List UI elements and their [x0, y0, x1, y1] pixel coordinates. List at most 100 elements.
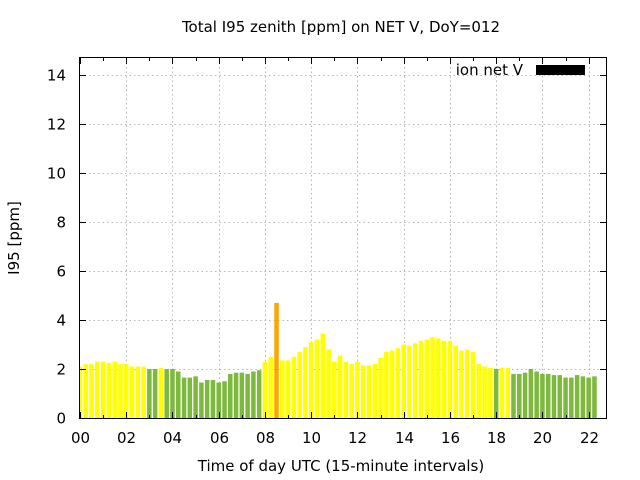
bars: [80, 302, 597, 418]
y-tick-label: 8: [56, 214, 66, 232]
bar: [551, 375, 557, 418]
bar: [447, 340, 453, 418]
bar: [372, 364, 378, 418]
bar: [493, 369, 499, 418]
bar: [343, 361, 349, 418]
y-tick-label: 6: [56, 263, 66, 281]
bar: [395, 348, 401, 418]
bar: [470, 351, 476, 418]
bar: [337, 355, 343, 418]
bar: [210, 380, 216, 418]
bar: [164, 369, 169, 418]
x-tick-label: 16: [441, 429, 460, 447]
bar: [158, 367, 164, 418]
bar: [308, 342, 314, 418]
bar: [569, 377, 574, 418]
x-tick-label: 12: [348, 429, 367, 447]
bar: [505, 367, 510, 418]
bar: [360, 365, 366, 418]
bar: [366, 365, 372, 418]
grid: [80, 58, 606, 418]
bar: [100, 361, 106, 418]
bar: [285, 360, 291, 418]
bar: [488, 367, 493, 418]
bar: [528, 369, 534, 418]
bar: [534, 371, 539, 418]
bar: [251, 371, 256, 418]
bar: [574, 375, 580, 418]
bar: [332, 361, 337, 418]
bar: [147, 369, 152, 418]
legend: ion net V: [456, 61, 585, 79]
bar: [204, 380, 210, 418]
bar: [384, 351, 389, 418]
bar: [181, 377, 187, 418]
bar: [522, 372, 528, 418]
bar: [262, 361, 268, 418]
bar: [326, 349, 331, 418]
bar: [418, 340, 424, 418]
bar: [557, 375, 563, 418]
x-tick-label: 04: [163, 429, 182, 447]
bar: [89, 364, 94, 418]
y-tick-labels: 0 2 4 6 8 10 12 14: [47, 67, 66, 428]
x-tick-label: 08: [256, 429, 275, 447]
bar: [239, 372, 245, 418]
bar: [563, 377, 568, 418]
bar: [280, 360, 285, 418]
bar: [222, 381, 227, 418]
bar: [216, 382, 221, 418]
y-tick-label: 12: [47, 116, 66, 134]
bar: [135, 366, 141, 418]
bar: [314, 339, 320, 418]
bar: [297, 351, 302, 418]
bar: [441, 340, 447, 418]
bar: [436, 338, 441, 418]
bar: [303, 346, 308, 418]
bar: [517, 373, 522, 418]
bar: [592, 376, 597, 418]
bar: [193, 376, 198, 418]
bar: [586, 377, 591, 418]
bar: [123, 364, 129, 418]
bar: [378, 358, 383, 418]
x-tick-labels: 00 02 04 06 08 10 12 14 16 18 20 22: [71, 429, 599, 447]
plot-frame: [79, 57, 607, 419]
y-tick-label: 2: [56, 361, 66, 379]
x-tick-label: 22: [580, 429, 599, 447]
bar: [465, 349, 470, 418]
x-tick-label: 10: [302, 429, 321, 447]
bar: [482, 366, 487, 418]
y-tick-label: 14: [47, 67, 66, 85]
bar: [245, 373, 250, 418]
bar: [199, 382, 204, 418]
y-tick-label: 0: [56, 410, 66, 428]
chart-title: Total I95 zenith [ppm] on NET V, DoY=012: [181, 18, 500, 36]
bar: [106, 362, 112, 418]
bar: [407, 345, 412, 418]
bar: [349, 364, 354, 418]
bar: [291, 356, 297, 418]
bar: [540, 373, 545, 418]
bar: [274, 302, 279, 418]
y-tick-label: 10: [47, 165, 66, 183]
legend-swatch: [536, 65, 585, 75]
bar: [424, 339, 430, 418]
bar: [187, 377, 193, 418]
bar: [141, 366, 146, 418]
bar: [459, 350, 464, 418]
bar: [118, 364, 123, 418]
bar: [401, 344, 406, 418]
bar: [112, 361, 117, 418]
x-axis-label: Time of day UTC (15-minute intervals): [197, 457, 484, 475]
bar: [320, 333, 326, 418]
x-tick-label: 02: [117, 429, 136, 447]
bar: [228, 373, 233, 418]
legend-label: ion net V: [456, 61, 524, 79]
x-tick-label: 20: [533, 429, 552, 447]
bar: [83, 364, 89, 418]
bar: [499, 367, 505, 418]
bar: [129, 366, 135, 418]
bar: [170, 369, 175, 418]
x-tick-label: 06: [210, 429, 229, 447]
